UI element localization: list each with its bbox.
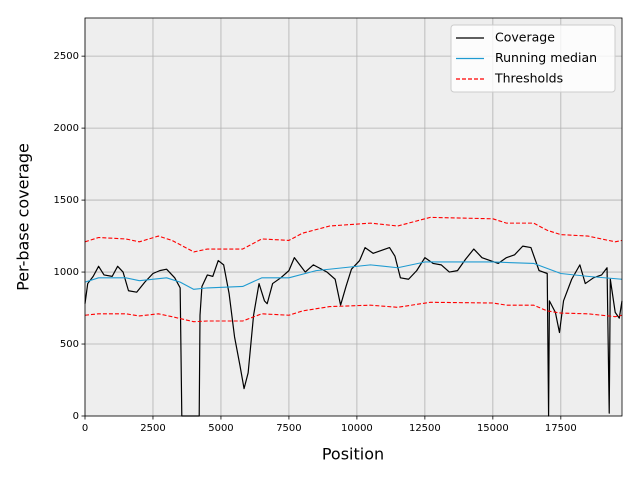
- y-tick-label: 0: [73, 411, 79, 422]
- y-tick-label: 500: [60, 339, 79, 350]
- x-tick-label: 2500: [140, 423, 165, 434]
- x-tick-label: 5000: [208, 423, 233, 434]
- y-tick-label: 2500: [54, 51, 79, 62]
- x-tick-label: 0: [82, 423, 88, 434]
- series-line: [84, 216, 623, 253]
- x-tick-label: 7500: [276, 423, 301, 434]
- series-line: [84, 261, 623, 290]
- x-tick-label: 17500: [545, 423, 577, 434]
- x-tick-label: 10000: [341, 423, 373, 434]
- lines: [84, 216, 623, 417]
- x-tick-label: 12500: [409, 423, 441, 434]
- legend-box: [450, 24, 616, 93]
- plot-frame: [84, 17, 623, 417]
- y-tick-label: 2000: [54, 123, 79, 134]
- series-line: [84, 301, 623, 323]
- y-tick-label: 1500: [54, 195, 79, 206]
- legend-label: Coverage: [495, 30, 555, 45]
- legend: Coverage Running median Thresholds: [450, 24, 616, 93]
- x-tick-label: 15000: [477, 423, 509, 434]
- legend-label: Running median: [495, 50, 597, 65]
- y-tick-label: 1000: [54, 267, 79, 278]
- legend-label: Thresholds: [494, 71, 563, 86]
- x-axis-label: Position: [322, 445, 384, 464]
- y-axis-label: Per-base coverage: [14, 143, 33, 291]
